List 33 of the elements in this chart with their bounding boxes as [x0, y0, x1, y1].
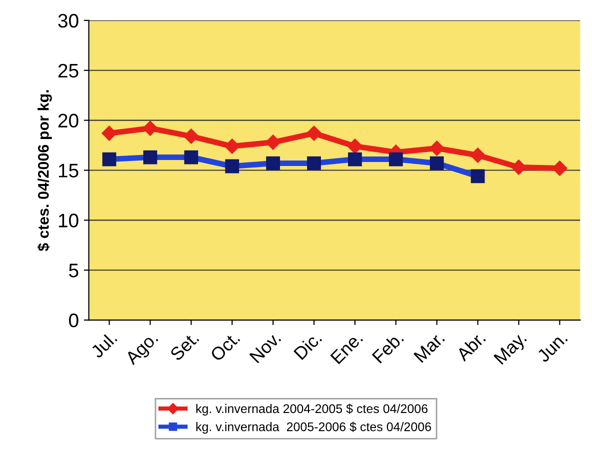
point [552, 160, 568, 176]
point [470, 148, 486, 163]
x-tick-label: Oct. [210, 331, 240, 362]
point [347, 138, 363, 154]
y-tick-label: 5 [69, 264, 78, 278]
y-tick-label: 20 [58, 114, 78, 128]
x-tick-label: Nov. [249, 331, 282, 364]
x-tick-label: Jul. [90, 330, 118, 359]
x-tick-label: Mar. [414, 331, 446, 363]
y-axis-title: $ ctes. 04/2006 por kg. [37, 90, 52, 252]
point [265, 134, 281, 150]
legend-label: kg. v.invernada 2004-2005 $ ctes 04/2006 [196, 404, 428, 416]
x-tick-label: Feb. [371, 330, 404, 364]
x-tick-label: Jun. [536, 331, 568, 364]
x-tick-label: Set. [169, 331, 200, 362]
point [184, 128, 199, 144]
x-tick-label: May. [494, 331, 530, 368]
y-tick-label: 25 [58, 64, 78, 78]
x-tick-label: Ago. [124, 331, 161, 368]
y-tick-label: 0 [69, 314, 78, 328]
y-tick-label: 15 [58, 164, 78, 178]
x-tick-label: Abr. [455, 330, 486, 362]
x-tick-label: Ene. [330, 331, 364, 364]
point [224, 138, 240, 154]
y-tick-label: 30 [58, 14, 78, 28]
y-tick-label: 10 [58, 214, 78, 228]
point [306, 126, 322, 141]
point [511, 160, 526, 175]
point [429, 140, 444, 156]
legend-label: kg. v.invernada 2005-2006 $ ctes 04/2006 [196, 422, 431, 434]
point [102, 126, 117, 141]
x-tick-label: Dic. [293, 330, 322, 360]
point [142, 120, 158, 136]
